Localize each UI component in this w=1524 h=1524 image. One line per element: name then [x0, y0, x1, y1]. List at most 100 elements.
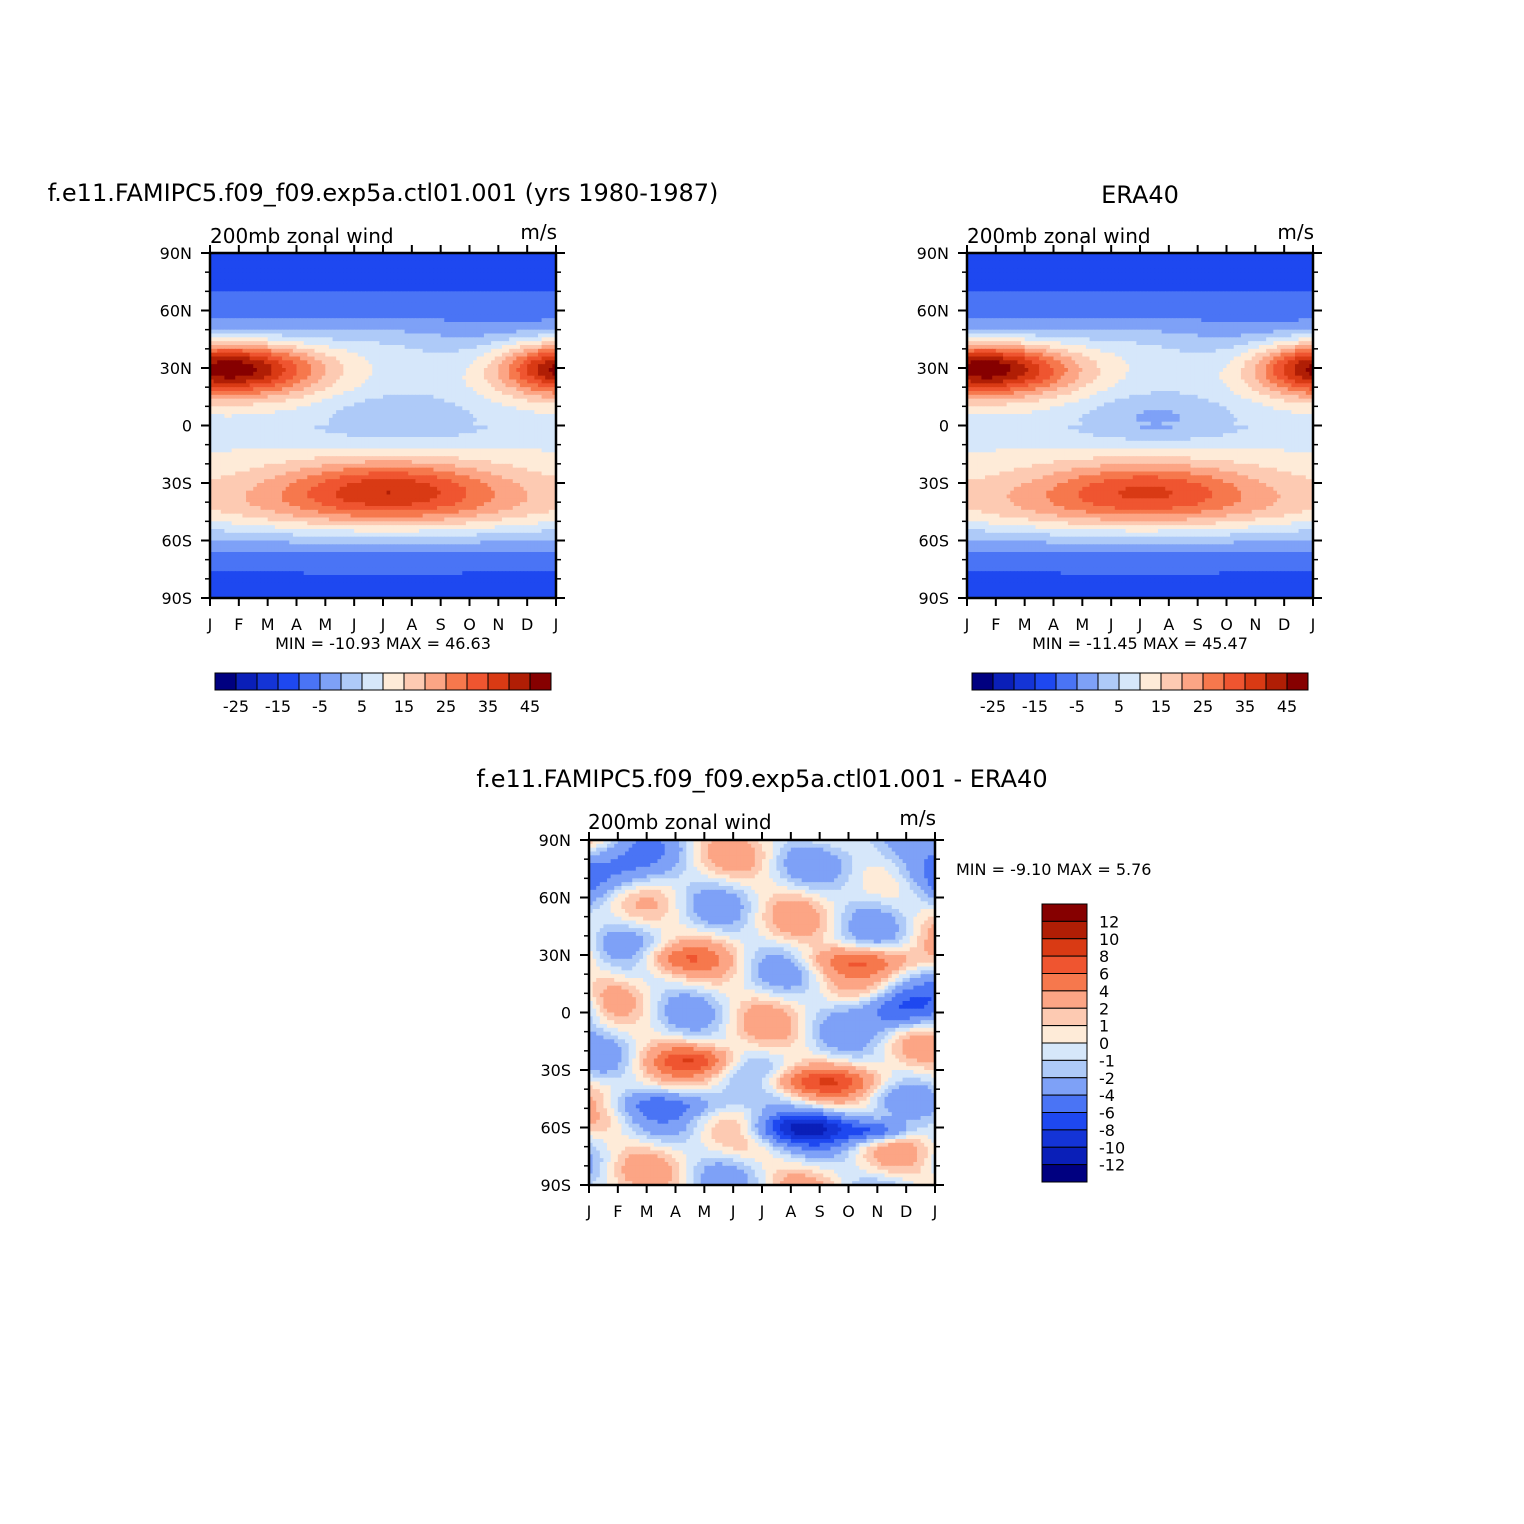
field-cell [213, 291, 218, 296]
field-cell [256, 260, 262, 266]
field-cell [393, 425, 399, 430]
field-cell [523, 360, 528, 365]
field-cell [379, 394, 384, 400]
field-cell [292, 314, 298, 319]
field-cell [390, 264, 395, 269]
field-cell [444, 341, 449, 346]
field-cell [498, 341, 503, 346]
field-cell [235, 429, 240, 434]
field-cell [213, 360, 218, 365]
field-cell [282, 264, 287, 269]
field-cell [332, 375, 337, 381]
field-cell [238, 356, 244, 361]
field-cell [498, 302, 503, 308]
field-cell [383, 314, 388, 319]
field-cell [487, 279, 492, 285]
field-cell [519, 375, 525, 381]
field-cell [509, 318, 514, 323]
field-cell [494, 345, 499, 350]
field-cell [346, 444, 352, 450]
field-cell [339, 256, 344, 262]
field-cell [487, 356, 492, 361]
field-cell [346, 421, 352, 427]
field-cell [383, 387, 388, 392]
field-cell [372, 322, 377, 327]
field-cell [271, 318, 276, 323]
field-cell [357, 387, 362, 392]
field-cell [282, 429, 287, 434]
field-cell [379, 310, 384, 315]
field-cell [494, 302, 499, 308]
field-cell [527, 371, 532, 377]
field-cell [282, 318, 287, 323]
field-cell [552, 417, 557, 423]
field-cell [292, 345, 298, 350]
field-cell [390, 440, 395, 446]
field-cell [545, 379, 550, 384]
field-cell [260, 437, 265, 442]
field-cell [491, 387, 496, 392]
field-cell [328, 379, 334, 384]
field-cell [483, 364, 489, 369]
field-cell [336, 295, 341, 300]
field-cell [310, 283, 316, 289]
field-cell [278, 337, 283, 342]
field-cell [505, 325, 510, 331]
field-cell [300, 440, 305, 446]
field-cell [404, 429, 409, 434]
field-cell [411, 402, 417, 407]
field-cell [548, 299, 553, 304]
field-cell [408, 352, 413, 358]
field-cell [336, 302, 341, 308]
field-cell [364, 398, 370, 404]
field-cell [383, 444, 388, 450]
field-cell [328, 437, 334, 442]
field-cell [469, 368, 474, 373]
field-cell [336, 356, 341, 361]
field-cell [491, 402, 496, 407]
field-cell [491, 417, 496, 423]
field-cell [264, 256, 269, 262]
field-cell [411, 356, 417, 361]
field-cell [332, 425, 337, 430]
field-cell [346, 429, 352, 434]
field-cell [364, 444, 370, 450]
field-cell [336, 371, 341, 377]
field-cell [415, 448, 420, 453]
field-cell [534, 406, 539, 411]
field-cell [282, 283, 287, 289]
field-cell [390, 360, 395, 365]
field-cell [249, 310, 254, 315]
field-cell [440, 283, 445, 289]
field-cell [491, 310, 496, 315]
field-cell [462, 398, 467, 404]
field-cell [303, 379, 308, 384]
field-cell [231, 283, 236, 289]
field-cell [462, 352, 467, 358]
field-cell [231, 348, 236, 354]
field-cell [523, 287, 528, 292]
field-cell [469, 402, 474, 407]
field-cell [264, 345, 269, 350]
field-cell [397, 291, 402, 296]
field-cell [210, 437, 215, 442]
field-cell [419, 433, 424, 438]
field-cell [437, 345, 442, 350]
field-cell [357, 410, 362, 415]
field-cell [447, 322, 453, 327]
field-cell [473, 272, 478, 277]
field-cell [491, 348, 496, 354]
field-cell [343, 345, 348, 350]
field-cell [545, 402, 550, 407]
field-cell [444, 421, 449, 427]
field-cell [458, 287, 463, 292]
field-cell [419, 299, 424, 304]
field-cell [411, 379, 417, 384]
field-cell [483, 391, 489, 396]
field-cell [545, 440, 550, 446]
field-cell [238, 333, 244, 338]
field-cell [541, 283, 546, 289]
field-cell [397, 268, 402, 273]
field-cell [512, 260, 517, 266]
field-cell [303, 337, 308, 342]
